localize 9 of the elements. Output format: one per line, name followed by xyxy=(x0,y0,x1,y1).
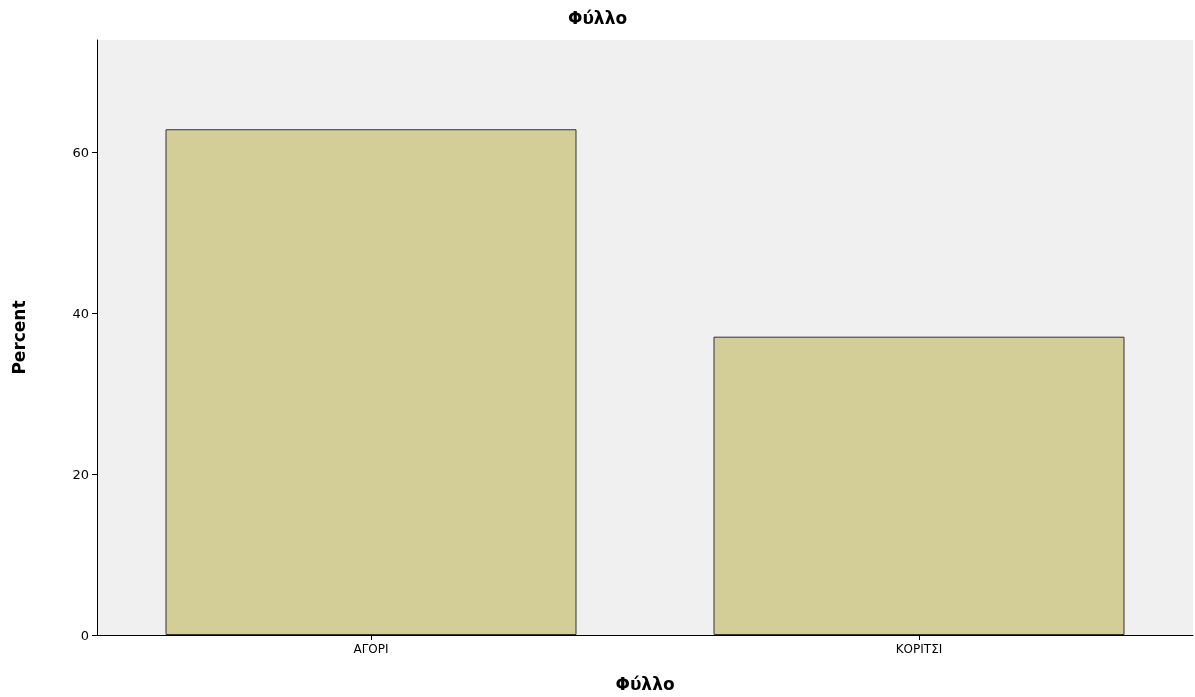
y-tick-label: 20 xyxy=(72,466,89,482)
x-axis-title: Φύλλο xyxy=(615,673,675,694)
y-tick-label: 0 xyxy=(80,627,89,643)
chart-title: Φύλλο xyxy=(567,7,628,28)
x-tick-label: ΚΟΡΙΤΣΙ xyxy=(895,642,943,656)
y-tick-label: 40 xyxy=(72,305,89,321)
y-axis-title: Percent xyxy=(8,300,29,375)
y-tick-label: 60 xyxy=(72,145,89,161)
x-tick-label: ΑΓΟΡΙ xyxy=(353,642,389,656)
